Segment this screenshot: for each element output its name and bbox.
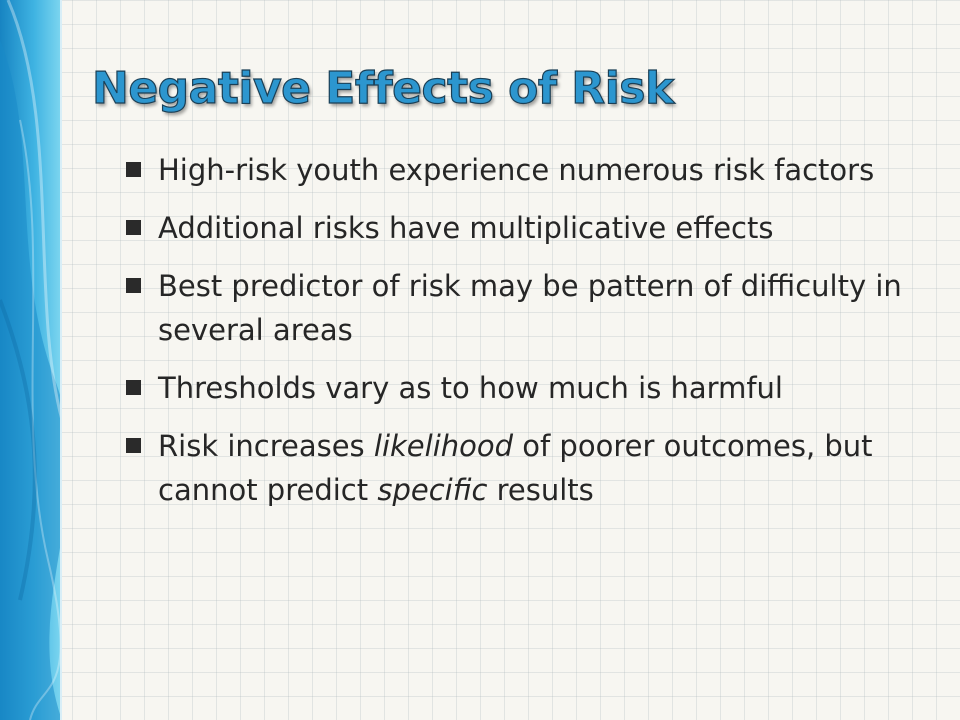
square-bullet-icon [126, 438, 141, 453]
bullet-text: of poorer outcomes, but cannot predict [158, 429, 873, 507]
bullet-text: Thresholds vary as to how much is harmfu… [158, 371, 783, 405]
bullet-text: High-risk youth experience numerous risk… [158, 153, 875, 187]
square-bullet-icon [126, 162, 141, 177]
bullet-text: Additional risks have multiplicative eff… [158, 211, 774, 245]
side-decoration [0, 0, 62, 720]
bullet-text: results [487, 473, 594, 507]
bullet-text: Best predictor of risk may be pattern of… [158, 269, 902, 347]
bullet-item: Risk increases likelihood of poorer outc… [122, 424, 922, 512]
bullet-emphasis: likelihood [373, 429, 514, 463]
bullet-list: High-risk youth experience numerous risk… [122, 148, 922, 526]
bullet-item: High-risk youth experience numerous risk… [122, 148, 922, 192]
square-bullet-icon [126, 278, 141, 293]
bullet-item: Additional risks have multiplicative eff… [122, 206, 922, 250]
bullet-emphasis: specific [377, 473, 488, 507]
square-bullet-icon [126, 380, 141, 395]
bullet-item: Best predictor of risk may be pattern of… [122, 264, 922, 352]
bullet-text: Risk increases [158, 429, 374, 463]
bullet-item: Thresholds vary as to how much is harmfu… [122, 366, 922, 410]
square-bullet-icon [126, 220, 141, 235]
slide-title: Negative Effects of Risk [91, 62, 674, 114]
